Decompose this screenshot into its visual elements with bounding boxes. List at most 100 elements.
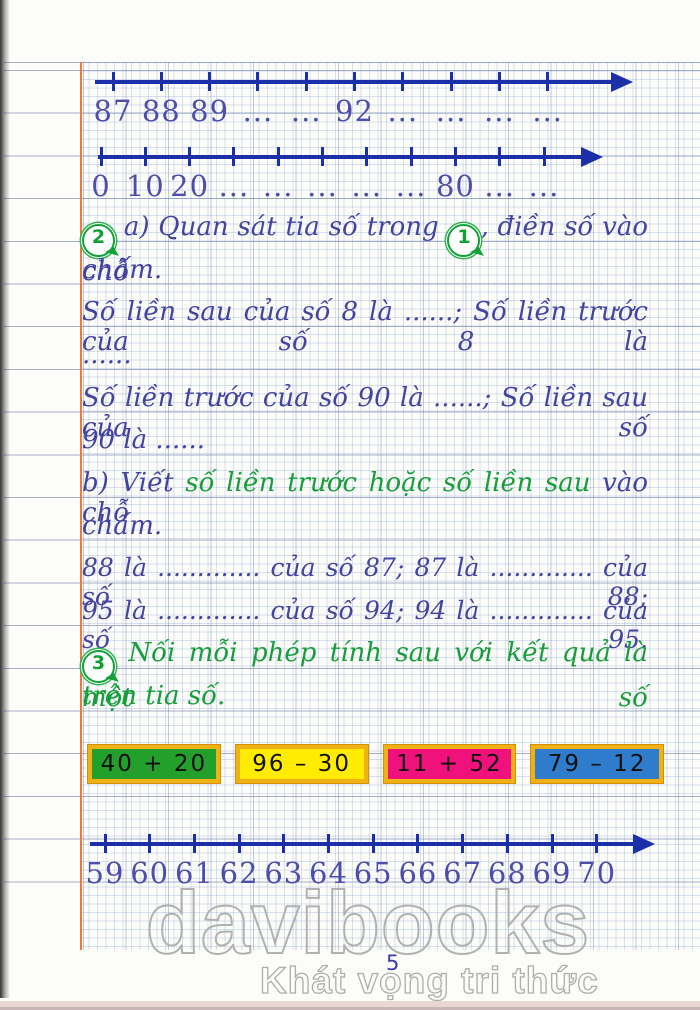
tick-mark: [409, 147, 413, 166]
tick-label: 67: [443, 856, 483, 890]
tick-mark: [103, 834, 107, 853]
arrow-right-icon: [581, 147, 603, 167]
tick-mark: [546, 72, 550, 91]
part-b-green-phrase: số liền trước hoặc số liền sau: [185, 468, 591, 498]
tick-label: ...: [351, 169, 383, 203]
tick-mark: [276, 147, 280, 166]
text-line-after-8: Số liền sau của số 8 là ......; Số liền …: [82, 297, 648, 357]
problem-2-badge: 2: [82, 224, 115, 257]
text-line-before-90-wrap: 90 là ......: [82, 425, 206, 455]
number-line-top: 87 88 89...... 92............: [94, 72, 633, 134]
reference-1-badge: 1: [447, 224, 481, 257]
tick-mark: [111, 72, 115, 91]
book-spine-shadow: [0, 0, 10, 998]
tick-label: 87: [93, 94, 133, 128]
tick-mark: [256, 72, 260, 91]
arrow-right-icon: [611, 72, 633, 92]
tick-label: ...: [484, 94, 515, 128]
tick-mark: [143, 147, 147, 166]
tick-label: ...: [395, 169, 427, 203]
tick-label: 92: [335, 94, 374, 128]
tick-label: 89: [190, 94, 230, 128]
tick-mark: [365, 147, 369, 166]
tick-label: ...: [528, 169, 560, 203]
tick-label: 68: [487, 856, 527, 890]
tick-mark: [416, 834, 420, 853]
number-line-middle: 0 10 20............... 80......: [91, 147, 603, 209]
tick-mark: [461, 834, 465, 853]
text-line-after-8-wrap: ......: [82, 340, 132, 370]
tick-label: ...: [290, 94, 322, 128]
tick-label: 66: [398, 856, 438, 890]
page-bottom-edge: [0, 1001, 700, 1010]
tick-label: 63: [264, 856, 304, 890]
grid-paper: [80, 62, 700, 950]
tick-label: 65: [353, 856, 393, 890]
text-line-part-b-wrap: chấm.: [82, 511, 163, 541]
tick-mark: [237, 834, 241, 853]
number-line-bottom: 59 60 61 62 63 64 65 66 67 68 69 70: [86, 834, 655, 896]
watermark-tagline: Khát vọng tri thức: [259, 959, 599, 1001]
tick-label: ...: [307, 169, 338, 203]
problem-3-text: Nối mỗi phép tính sau với kết quả là một…: [82, 638, 648, 713]
operation-box: 96 – 30: [235, 745, 368, 783]
text-line-intro-wrap: chấm.: [82, 255, 163, 285]
tick-label: 59: [85, 856, 125, 890]
number-line-bar: [90, 842, 635, 846]
tick-label: 69: [532, 856, 572, 890]
text-line-problem-3-wrap: trên tia số.: [82, 681, 226, 711]
tick-label: 64: [309, 856, 348, 890]
tick-label: 70: [577, 856, 617, 890]
tick-mark: [159, 72, 163, 91]
part-b-prefix: b) Viết: [82, 468, 174, 498]
operation-box: 40 + 20: [88, 745, 220, 783]
tick-mark: [321, 147, 324, 166]
tick-mark: [595, 834, 599, 853]
tick-mark: [505, 834, 509, 853]
intro-text: a) Quan sát tia số trong: [123, 212, 439, 242]
page-number: 5: [386, 951, 400, 975]
tick-label: 62: [219, 856, 259, 890]
tick-mark: [353, 72, 356, 91]
problem-3-badge: 3: [82, 650, 115, 683]
text-line-fill-94-95: 95 là ............. của số 94; 94 là ...…: [82, 596, 648, 654]
text-line-before-90: Số liền trước của số 90 là ......; Số li…: [82, 383, 648, 443]
tick-label: ...: [532, 94, 564, 128]
text-line-problem-3: 3 Nối mỗi phép tính sau với kết quả là m…: [82, 638, 648, 713]
operation-box: 11 + 52: [383, 745, 516, 783]
tick-label: ...: [242, 94, 274, 128]
tick-mark: [449, 72, 453, 91]
tick-mark: [401, 72, 405, 91]
tick-mark: [99, 147, 103, 166]
part-b-suffix: vào chỗ: [82, 468, 649, 528]
operation-boxes: 40 + 20 96 – 30 11 + 52 79 – 12: [88, 745, 663, 783]
arrow-right-icon: [633, 834, 655, 854]
tick-mark: [148, 834, 152, 853]
text-line-intro: 2 a) Quan sát tia số trong 1, điền số và…: [82, 212, 648, 287]
tick-label: ...: [262, 169, 294, 203]
tick-mark: [371, 834, 375, 853]
tick-mark: [498, 147, 502, 166]
tick-mark: [232, 147, 236, 166]
tick-label: ...: [435, 94, 467, 128]
number-line-bar: [98, 155, 583, 159]
tick-label: ...: [387, 94, 419, 128]
tick-mark: [542, 147, 546, 166]
operation-box: 79 – 12: [531, 745, 663, 783]
tick-label: ...: [218, 169, 250, 203]
tick-label: 10: [125, 169, 165, 203]
tick-mark: [304, 72, 308, 91]
tick-label: 61: [174, 856, 214, 890]
tick-mark: [453, 147, 457, 166]
tick-mark: [208, 72, 212, 91]
tick-label: 88: [141, 94, 181, 128]
tick-label: 20: [170, 169, 210, 203]
tick-label: ...: [484, 169, 516, 203]
tick-mark: [327, 834, 330, 853]
text-line-part-b: b) Viết số liền trước hoặc số liền sau v…: [82, 468, 648, 528]
tick-mark: [282, 834, 286, 853]
tick-mark: [550, 834, 554, 853]
tick-label: 0: [91, 169, 111, 203]
tick-label: 60: [130, 856, 170, 890]
